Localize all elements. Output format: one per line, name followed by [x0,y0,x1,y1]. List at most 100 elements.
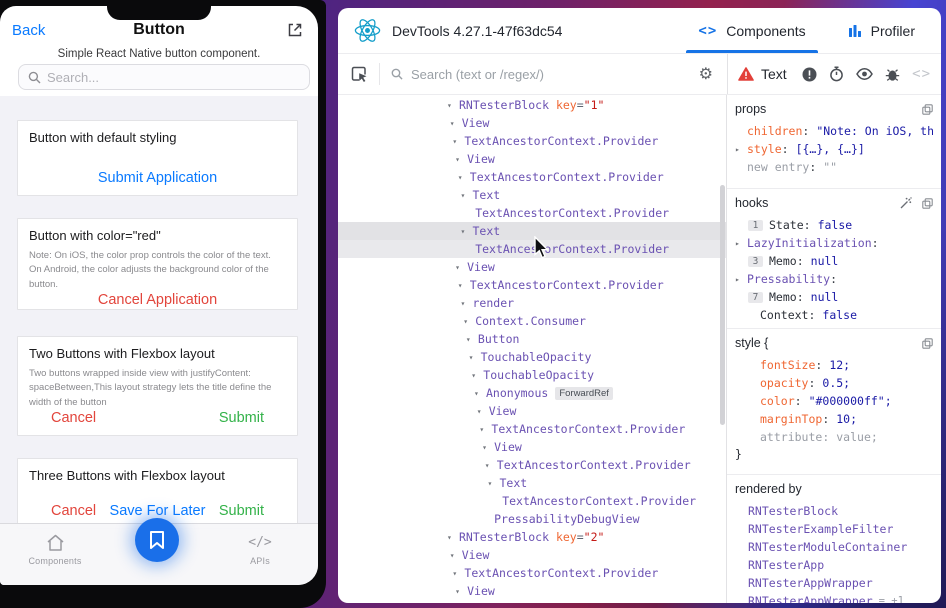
rendered-by-item[interactable]: RNTesterBlock [735,502,933,520]
tree-row[interactable]: ▾ Text [338,474,726,492]
expand-arrow-icon[interactable]: ▸ [735,238,740,248]
style-row[interactable]: marginTop:10; [760,412,858,426]
expand-arrow-icon[interactable]: ▾ [474,388,479,398]
tree-row[interactable]: ▾ Context.Consumer [338,312,726,330]
rendered-by-item[interactable]: RNTesterExampleFilter [735,520,933,538]
expand-arrow-icon[interactable]: ▾ [460,298,466,308]
tree-row[interactable]: TextAncestorContext.Provider [338,492,726,510]
tree-row[interactable]: TextAncestorContext.Provider [338,204,726,222]
expand-arrow-icon[interactable]: ▾ [455,154,460,164]
external-link-icon[interactable] [286,21,304,39]
prop-row[interactable]: ▸ style: [{…}, {…}] [735,142,865,156]
tree-row[interactable]: ▾ View [338,150,726,168]
style-row[interactable]: fontSize:12; [760,358,851,372]
cancel-button[interactable]: Cancel [51,410,97,426]
tree-scrollbar[interactable] [720,185,725,425]
hook-row[interactable]: 7 Memo: null [735,288,933,306]
expand-arrow-icon[interactable]: ▾ [484,460,490,470]
copy-icon[interactable] [922,103,933,115]
hook-row[interactable]: 3 Memo: null [735,252,933,270]
tree-search-input[interactable]: Search (text or /regex/) [411,66,544,82]
tree-row[interactable]: ▾ Button [338,330,726,348]
tree-row[interactable]: ▾ View [338,114,726,132]
expand-arrow-icon[interactable]: ▸ [735,144,740,154]
save-for-later-button[interactable]: Save For Later [109,503,206,519]
copy-icon[interactable] [922,337,933,349]
rendered-by-item[interactable]: RNTesterAppWrapper = +1 [735,592,933,603]
submit-application-button[interactable]: Submit Application [97,170,218,186]
expand-arrow-icon[interactable]: ▾ [468,352,474,362]
tree-row[interactable]: ▾ View [338,258,726,276]
expand-arrow-icon[interactable]: ▾ [449,118,455,128]
expand-arrow-icon[interactable]: ▾ [447,100,452,110]
style-row[interactable]: attribute: value; [760,430,878,444]
view-source-icon[interactable]: <> [912,66,931,82]
examples-scroll-area[interactable]: Button with default styling Submit Applic… [0,96,318,529]
rendered-by-item[interactable]: RNTesterModuleContainer [735,538,933,556]
tree-row[interactable]: ▾ TouchableOpacity [338,348,726,366]
tree-row[interactable]: ▾ View [338,402,726,420]
expand-arrow-icon[interactable]: ▾ [457,280,463,290]
wand-icon[interactable] [899,196,912,210]
expand-arrow-icon[interactable]: ▾ [476,406,482,416]
tree-row[interactable]: ▾TextAncestorContext.Provider [338,456,726,474]
component-tree[interactable]: ▾ RNTesterBlock key = "1" ▾ View ▾ TextAncestor… [338,95,727,603]
tree-row[interactable]: ▾TextAncestorContext.Provider [338,276,726,294]
back-button[interactable]: Back [12,22,46,39]
hook-row[interactable]: Context: false [760,308,858,322]
debug-bug-icon[interactable] [885,67,900,82]
inspect-element-icon[interactable] [351,66,368,83]
cancel-application-button[interactable]: Cancel Application [97,291,218,308]
expand-arrow-icon[interactable]: ▾ [471,370,477,380]
tree-row[interactable]: ▾ Text [338,186,726,204]
expand-arrow-icon[interactable]: ▾ [460,190,466,200]
rendered-by-item[interactable]: RNTesterApp [735,556,933,574]
expand-arrow-icon[interactable]: ▾ [452,136,458,146]
tree-row[interactable]: ▾ View [338,582,726,600]
log-error-icon[interactable] [802,67,817,82]
expand-arrow-icon[interactable]: ▾ [449,550,455,560]
tabbar-item-apis[interactable]: </> APIs [215,534,305,566]
copy-icon[interactable] [922,197,933,209]
style-row[interactable]: color: "#000000ff"; [760,394,892,408]
tree-row[interactable]: ▾TextAncestorContext.Provider [338,600,726,603]
tree-row[interactable]: ▾ TouchableOpacity [338,366,726,384]
submit-button[interactable]: Submit [218,503,264,519]
expand-arrow-icon[interactable]: ▾ [465,334,471,344]
tree-row[interactable]: ▾ Anonymous ForwardRef [338,384,726,402]
bookmark-fab[interactable] [135,518,179,562]
tabbar-item-components[interactable]: Components [10,534,100,566]
settings-gear-icon[interactable]: ⚙ [698,66,713,83]
cancel-button[interactable]: Cancel [51,503,97,519]
tree-row[interactable]: TextAncestorContext.Provider [338,240,726,258]
expand-arrow-icon[interactable]: ▾ [457,172,463,182]
expand-arrow-icon[interactable]: ▾ [447,532,452,542]
tree-row[interactable]: ▾ Text [338,222,726,240]
tree-row[interactable]: ▾ RNTesterBlock key = "2" [447,530,605,544]
tree-row[interactable]: PressabilityDebugView [338,510,726,528]
expand-arrow-icon[interactable]: ▾ [452,568,458,578]
tree-row[interactable]: ▾ render [338,294,726,312]
expand-arrow-icon[interactable]: ▾ [455,586,460,596]
tree-row[interactable]: ▾ View [338,438,726,456]
tab-profiler[interactable]: Profiler [848,8,915,53]
tree-row[interactable]: ▾TextAncestorContext.Provider [338,132,726,150]
tree-row[interactable]: ▾TextAncestorContext.Provider [338,564,726,582]
tree-row[interactable]: ▾TextAncestorContext.Provider [338,168,726,186]
expand-arrow-icon[interactable]: ▾ [460,226,466,236]
rendered-by-item[interactable]: RNTesterAppWrapper [735,574,933,592]
hook-row[interactable]: 1 State: false [735,216,933,234]
expand-arrow-icon[interactable]: ▾ [479,424,485,434]
suspense-stopwatch-icon[interactable] [829,66,844,82]
prop-row[interactable]: children: "Note: On iOS, the [735,122,933,140]
submit-button[interactable]: Submit [218,410,264,426]
expand-arrow-icon[interactable]: ▾ [463,316,469,326]
hook-row[interactable]: ▸ LazyInitialization: [735,236,879,250]
inspect-dom-eye-icon[interactable] [856,68,874,80]
expand-arrow-icon[interactable]: ▾ [482,442,487,452]
expand-arrow-icon[interactable]: ▾ [487,478,493,488]
expand-arrow-icon[interactable]: ▾ [455,262,460,272]
tab-components[interactable]: <> Components [686,8,818,53]
style-row[interactable]: opacity:0.5; [760,376,851,390]
prop-row[interactable]: new entry: "" [747,160,838,174]
